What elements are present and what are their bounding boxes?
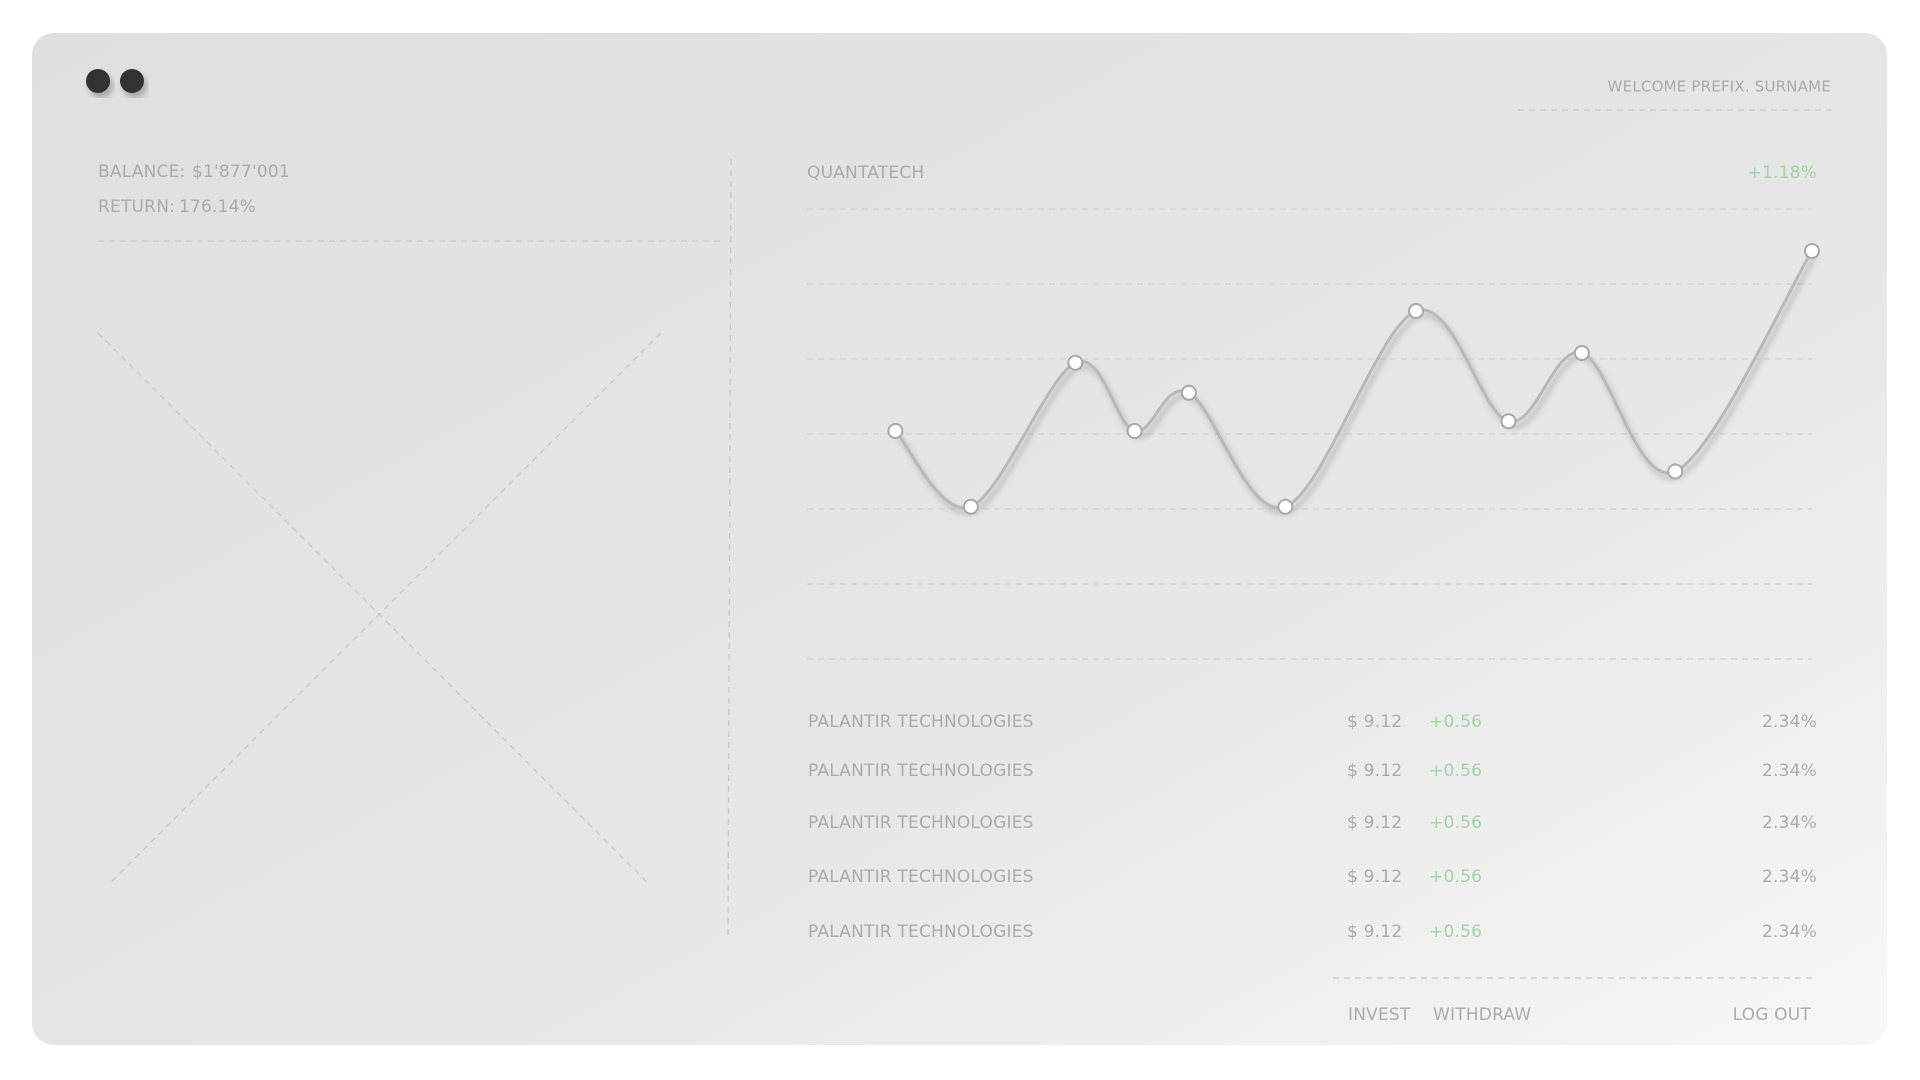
- point: [1126, 423, 1143, 439]
- placeholder-line: [110, 332, 662, 883]
- point: [962, 498, 979, 515]
- point: [1180, 384, 1197, 401]
- stock-change: +0.56: [1429, 867, 1482, 887]
- stock-change: +0.56: [1429, 761, 1482, 781]
- point: [1500, 413, 1517, 430]
- chart-title: QUANTATECH: [807, 163, 924, 183]
- point: [1067, 354, 1084, 371]
- window-dot[interactable]: [86, 69, 110, 93]
- stock-change: +0.56: [1429, 712, 1482, 732]
- return-label: RETURN:: [98, 197, 175, 217]
- return: 176.14%: [179, 197, 256, 217]
- stock-percent: 2.34%: [1762, 867, 1817, 887]
- stock-change: +0.56: [1429, 813, 1482, 833]
- action-button[interactable]: INVEST: [1348, 1005, 1411, 1025]
- divider: [727, 158, 732, 939]
- stock-change: +0.56: [1429, 922, 1482, 942]
- stock-price: $ 9.12: [1347, 712, 1402, 732]
- card: [32, 33, 1887, 1045]
- stock-percent: 2.34%: [1762, 761, 1817, 781]
- stock-name[interactable]: PALANTIR TECHNOLOGIES: [808, 813, 1034, 833]
- stock-price: $ 9.12: [1347, 867, 1402, 887]
- point: [1573, 345, 1590, 361]
- stock-price: $ 9.12: [1347, 813, 1402, 833]
- point: [1667, 463, 1684, 480]
- stock-percent: 2.34%: [1762, 813, 1817, 833]
- stock-price: $ 9.12: [1347, 922, 1402, 942]
- point: [1804, 243, 1820, 259]
- action-button[interactable]: WITHDRAW: [1433, 1005, 1531, 1025]
- point: [887, 423, 904, 439]
- stock-name[interactable]: PALANTIR TECHNOLOGIES: [808, 712, 1034, 732]
- balance-label: BALANCE:: [98, 162, 185, 182]
- balance: $1'877'001: [192, 162, 290, 182]
- chart-change: +1.18%: [1748, 163, 1817, 183]
- window-dot[interactable]: [120, 69, 144, 93]
- stock-name[interactable]: PALANTIR TECHNOLOGIES: [808, 922, 1034, 942]
- placeholder-line: [97, 332, 650, 885]
- stock-percent: 2.34%: [1762, 712, 1817, 732]
- point: [1408, 303, 1425, 319]
- stock-price: $ 9.12: [1347, 761, 1402, 781]
- welcome: WELCOME PREFIX. SURNAME: [1608, 78, 1831, 96]
- line: [894, 250, 1814, 510]
- stock-percent: 2.34%: [1762, 922, 1817, 942]
- stock-name[interactable]: PALANTIR TECHNOLOGIES: [808, 761, 1034, 781]
- action-button[interactable]: LOG OUT: [1733, 1005, 1812, 1025]
- stock-name[interactable]: PALANTIR TECHNOLOGIES: [808, 867, 1034, 887]
- point: [1277, 498, 1294, 515]
